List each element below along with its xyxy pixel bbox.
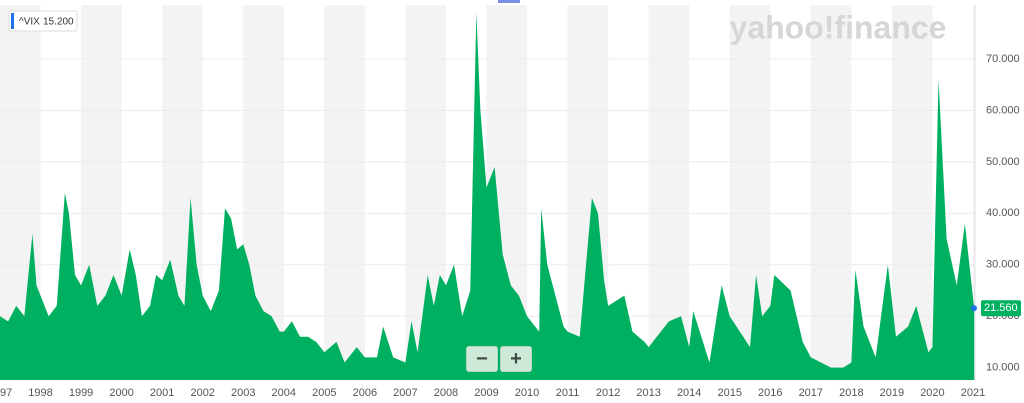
- year-band: [810, 5, 852, 380]
- x-tick-label: 2020: [920, 387, 944, 399]
- zoom-out-button[interactable]: −: [466, 346, 498, 372]
- x-tick-label: 2016: [758, 387, 782, 399]
- x-tick-label: 2017: [799, 387, 823, 399]
- x-tick-label: 2013: [636, 387, 660, 399]
- x-tick-label: 2011: [556, 387, 580, 399]
- year-band: [648, 5, 690, 380]
- y-tick-label: 10.000: [986, 362, 1020, 374]
- x-tick-label: 2010: [515, 387, 539, 399]
- zoom-in-button[interactable]: +: [500, 346, 532, 372]
- current-dot: [971, 305, 977, 312]
- x-tick-label: 2018: [839, 387, 863, 399]
- year-band: [972, 5, 975, 380]
- area-series: [0, 12, 975, 380]
- x-tick-label: 2021: [961, 387, 985, 399]
- y-tick-label: 30.000: [986, 259, 1020, 271]
- y-tick-label: 50.000: [986, 156, 1020, 168]
- x-tick-label: 1999: [69, 387, 93, 399]
- x-tick-label: 2009: [474, 387, 498, 399]
- zoom-controls: − +: [466, 346, 532, 372]
- x-tick-label: 1998: [28, 387, 52, 399]
- x-tick-label: 1997: [0, 387, 12, 399]
- x-tick-label: 2008: [434, 387, 458, 399]
- x-tick-label: 2000: [109, 387, 133, 399]
- x-tick-label: 2014: [677, 387, 701, 399]
- year-band: [324, 5, 365, 380]
- range-indicator: [498, 0, 520, 3]
- legend-value: 15.200: [43, 17, 74, 28]
- x-tick-label: 2006: [353, 387, 377, 399]
- x-tick-label: 2003: [231, 387, 255, 399]
- legend-swatch: [11, 13, 14, 29]
- current-label: 21.560: [984, 302, 1018, 314]
- y-tick-label: 60.000: [986, 104, 1020, 116]
- x-tick-label: 2019: [880, 387, 904, 399]
- x-tick-label: 2004: [272, 387, 296, 399]
- legend-name: ^VIX: [19, 17, 40, 28]
- legend-box: [8, 10, 78, 32]
- x-tick-label: 2012: [596, 387, 620, 399]
- watermark: yahoo!finance: [730, 9, 947, 45]
- x-tick-label: 2007: [393, 387, 417, 399]
- y-tick-label: 70.000: [986, 53, 1020, 65]
- x-tick-label: 2015: [717, 387, 741, 399]
- y-tick-label: 40.000: [986, 207, 1020, 219]
- x-tick-label: 2002: [190, 387, 214, 399]
- x-tick-label: 2001: [150, 387, 174, 399]
- current-badge: [981, 300, 1021, 317]
- x-tick-label: 2005: [312, 387, 336, 399]
